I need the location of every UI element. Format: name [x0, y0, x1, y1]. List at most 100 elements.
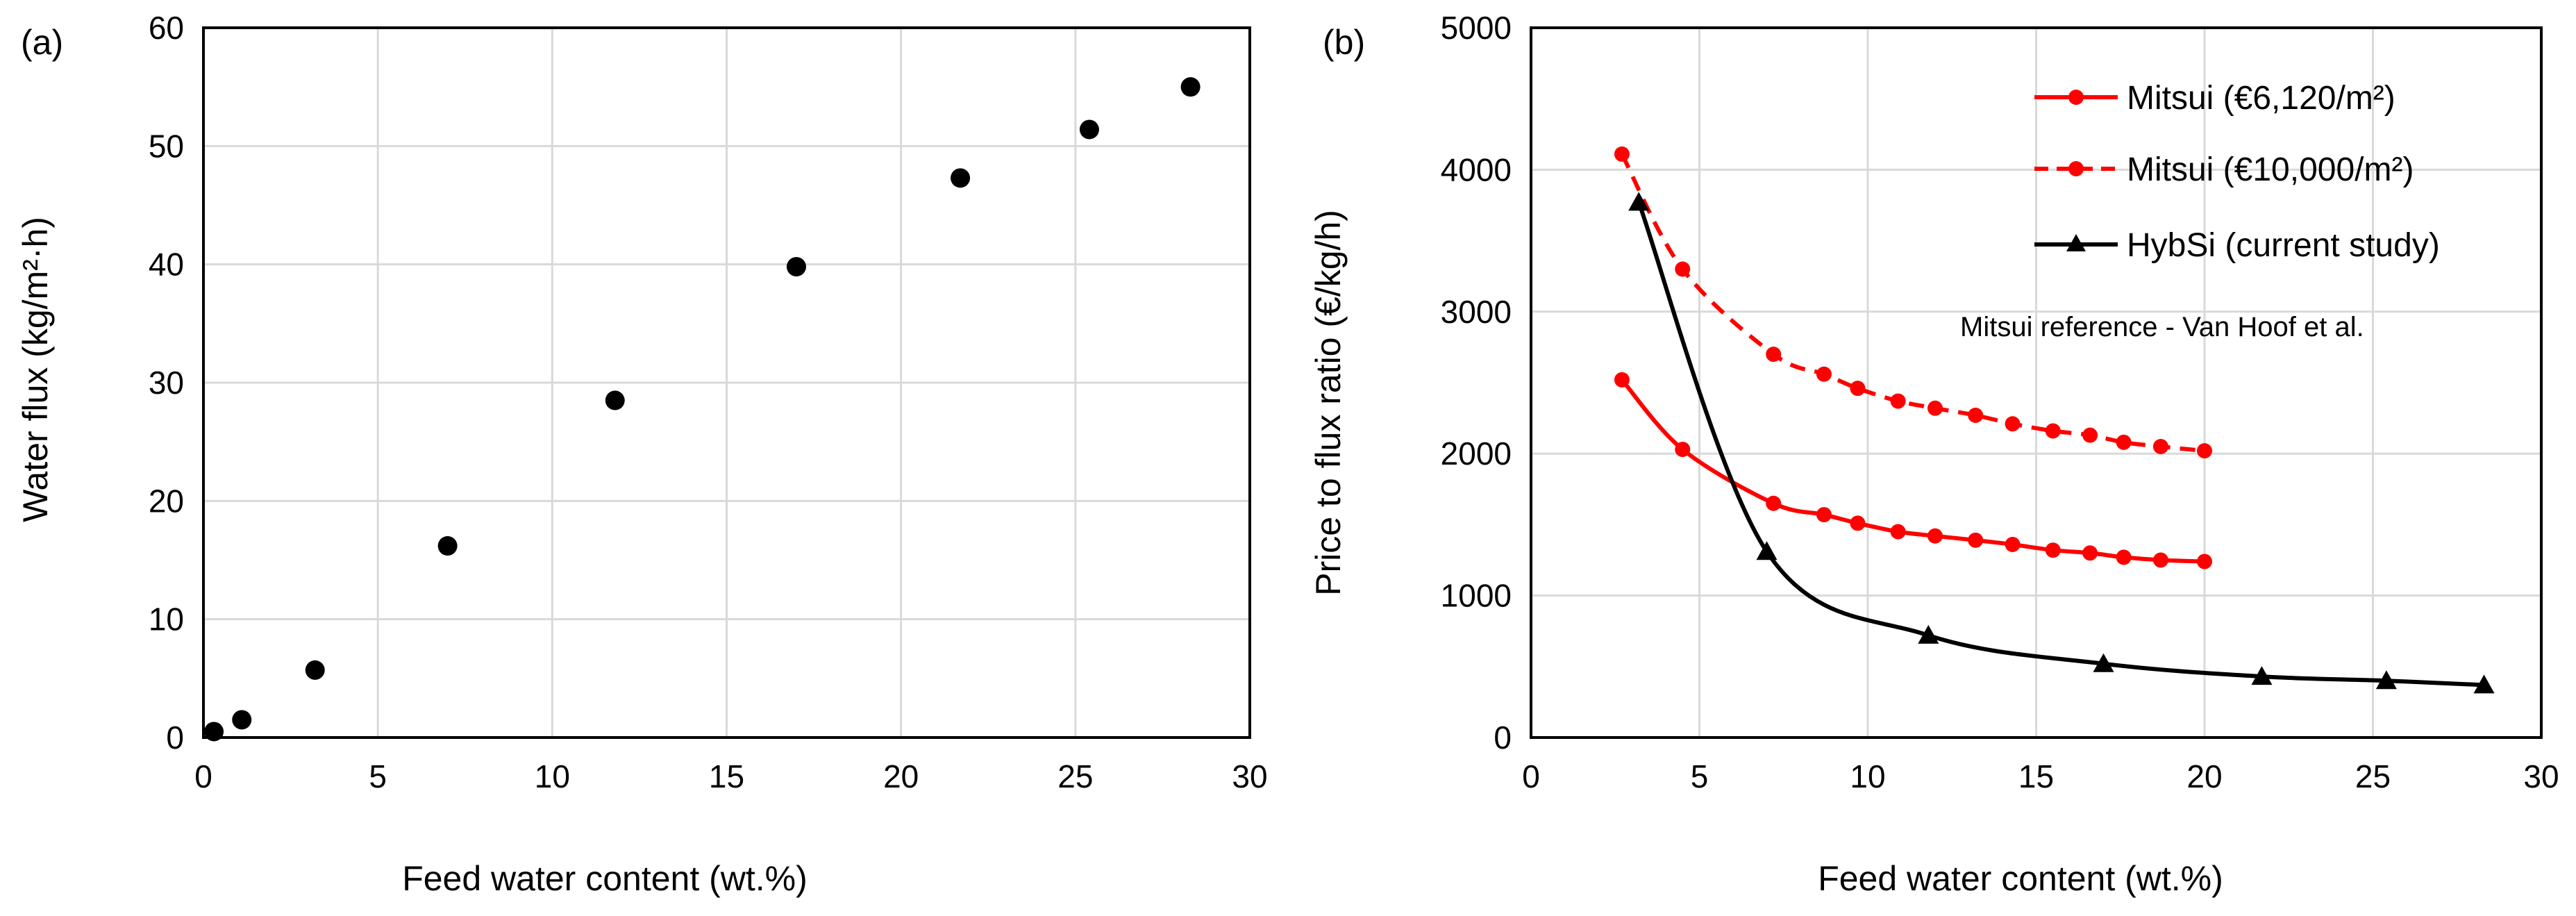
data-point-water-flux-3: [437, 536, 458, 556]
legend-marker-mitsui-10000: [2068, 161, 2084, 176]
data-point-mitsui-6-120-m-12: [2152, 552, 2168, 568]
data-point-hybsi-current-study-4: [2251, 666, 2273, 685]
data-point-hybsi-current-study-2: [1918, 624, 1939, 644]
chart-a-y-tick-label: 30: [149, 365, 184, 401]
chart-b-series: [1614, 146, 2495, 694]
chart-b-y-tick-label: 4000: [1441, 151, 1512, 188]
data-point-mitsui-6-120-m-4: [1850, 515, 1866, 531]
chart-b-x-tick-label: 30: [2523, 758, 2559, 794]
data-point-water-flux-2: [305, 660, 325, 680]
legend-label-hybsi: HybSi (current study): [2127, 227, 2440, 264]
chart-a-x-axis-title: Feed water content (wt.%): [402, 859, 808, 898]
data-point-mitsui-6-120-m-3: [1816, 507, 1832, 523]
data-point-water-flux-4: [605, 390, 625, 410]
legend-marker-hybsi: [2066, 234, 2086, 251]
data-point-mitsui-10-000-m-10: [2082, 427, 2098, 443]
chart-b-plot-frame: [1530, 26, 2543, 739]
data-point-mitsui-6-120-m-2: [1766, 495, 1782, 511]
chart-a-x-tick-label: 30: [1232, 758, 1267, 794]
chart-a-y-tick-label: 20: [149, 483, 184, 519]
chart-a-y-tick-label: 50: [149, 128, 184, 164]
chart-b-legend: Mitsui (€6,120/m²) Mitsui (€10,000/m²) H…: [2034, 80, 2440, 264]
data-point-mitsui-10-000-m-4: [1850, 381, 1866, 397]
chart-a: 0 5 10 15 20 25 30 0 10 20 30 40 50 60 (a) Feed water…: [16, 10, 1268, 898]
data-point-mitsui-10-000-m-8: [2005, 416, 2021, 432]
data-point-hybsi-current-study-1: [1756, 541, 1778, 560]
chart-b-annotation: Mitsui reference - Van Hoof et al.: [1960, 312, 2364, 342]
data-point-mitsui-10-000-m-7: [1968, 408, 1984, 424]
data-point-hybsi-current-study-3: [2093, 653, 2114, 672]
chart-b-x-axis-title: Feed water content (wt.%): [1818, 859, 2223, 898]
data-point-mitsui-6-120-m-8: [2005, 537, 2021, 553]
chart-a-y-tick-label: 60: [149, 10, 184, 46]
data-point-mitsui-10-000-m-0: [1614, 146, 1630, 162]
chart-b-y-tick-label: 3000: [1441, 294, 1512, 330]
data-point-mitsui-6-120-m-0: [1614, 372, 1630, 388]
chart-a-y-tick-label: 10: [149, 601, 184, 638]
chart-a-x-tick-label: 15: [709, 758, 744, 794]
chart-a-y-tick-label: 0: [166, 719, 184, 756]
chart-a-y-axis-title: Water flux (kg/m²·h): [16, 217, 55, 522]
chart-b-panel-label: (b): [1323, 23, 1365, 62]
chart-b-x-tick-label: 10: [1850, 758, 1885, 794]
legend-item-hybsi: HybSi (current study): [2034, 227, 2440, 264]
data-point-mitsui-6-120-m-1: [1675, 442, 1691, 458]
chart-a-x-tick-label: 10: [535, 758, 570, 794]
chart-b-x-tick-label: 20: [2186, 758, 2222, 794]
data-point-water-flux-0: [204, 722, 224, 742]
legend-label-mitsui-6120: Mitsui (€6,120/m²): [2127, 80, 2395, 117]
data-point-mitsui-6-120-m-13: [2197, 553, 2212, 569]
data-point-hybsi-current-study-0: [1628, 192, 1650, 211]
chart-b-x-tick-label: 5: [1691, 758, 1709, 794]
data-point-mitsui-6-120-m-9: [2045, 542, 2061, 558]
chart-a-x-tick-label: 5: [369, 758, 387, 794]
data-point-water-flux-5: [786, 257, 806, 277]
legend-item-mitsui-10000: Mitsui (€10,000/m²): [2034, 151, 2414, 188]
chart-a-x-tick-label: 25: [1057, 758, 1093, 794]
chart-b-y-tick-label: 5000: [1441, 10, 1512, 46]
chart-b-y-tick-label: 0: [1494, 719, 1512, 756]
chart-b-y-axis-title: Price to flux ratio (€/kg/h): [1309, 210, 1348, 596]
data-point-mitsui-6-120-m-11: [2116, 549, 2132, 565]
data-point-mitsui-6-120-m-10: [2082, 545, 2098, 561]
chart-b-y-tick-label: 2000: [1441, 435, 1512, 472]
data-point-hybsi-current-study-5: [2375, 670, 2397, 690]
data-point-mitsui-10-000-m-12: [2152, 438, 2168, 454]
chart-b-y-tick-label: 1000: [1441, 578, 1512, 614]
chart-a-data-points: [204, 77, 1201, 742]
data-point-mitsui-10-000-m-5: [1890, 393, 1906, 409]
chart-b-tick-labels: 0 5 10 15 20 25 30 0 1000 2000 3000 4000 5000: [1441, 10, 2559, 794]
chart-a-plot-frame: [202, 26, 1251, 739]
data-point-mitsui-6-120-m-7: [1968, 532, 1984, 548]
chart-b-x-tick-label: 15: [2018, 758, 2054, 794]
chart-a-x-tick-label: 20: [883, 758, 919, 794]
series-line-hybsi-current-study: [1637, 201, 2484, 688]
data-point-mitsui-6-120-m-6: [1927, 528, 1943, 544]
legend-label-mitsui-10000: Mitsui (€10,000/m²): [2127, 151, 2414, 188]
data-point-mitsui-10-000-m-2: [1766, 347, 1782, 363]
chart-a-x-tick-label: 0: [194, 758, 212, 794]
chart-b-plot-border: [1530, 26, 2543, 739]
data-point-water-flux-7: [1079, 119, 1099, 140]
data-point-water-flux-6: [951, 168, 971, 188]
chart-b-x-tick-label: 0: [1522, 758, 1540, 794]
data-point-mitsui-10-000-m-6: [1927, 400, 1943, 416]
chart-a-plot-border: [202, 26, 1251, 739]
chart-a-panel-label: (a): [21, 23, 63, 62]
legend-marker-mitsui-6120: [2068, 90, 2084, 105]
legend-item-mitsui-6120: Mitsui (€6,120/m²): [2034, 80, 2395, 117]
data-point-mitsui-10-000-m-9: [2045, 423, 2061, 439]
chart-a-y-tick-label: 40: [149, 247, 184, 283]
data-point-mitsui-6-120-m-5: [1890, 524, 1906, 540]
data-point-mitsui-10-000-m-11: [2116, 434, 2132, 450]
data-point-mitsui-10-000-m-3: [1816, 366, 1832, 382]
chart-b-x-tick-label: 25: [2355, 758, 2391, 794]
data-point-water-flux-8: [1180, 77, 1201, 97]
chart-b: 0 5 10 15 20 25 30 0 1000 2000 3000 4000 5000 (b) Fe…: [1309, 10, 2559, 898]
data-point-water-flux-1: [232, 710, 252, 730]
chart-a-tick-labels: 0 5 10 15 20 25 30 0 10 20 30 40 50 60: [149, 10, 1268, 794]
data-point-hybsi-current-study-6: [2473, 674, 2495, 694]
data-point-mitsui-10-000-m-1: [1675, 261, 1691, 277]
